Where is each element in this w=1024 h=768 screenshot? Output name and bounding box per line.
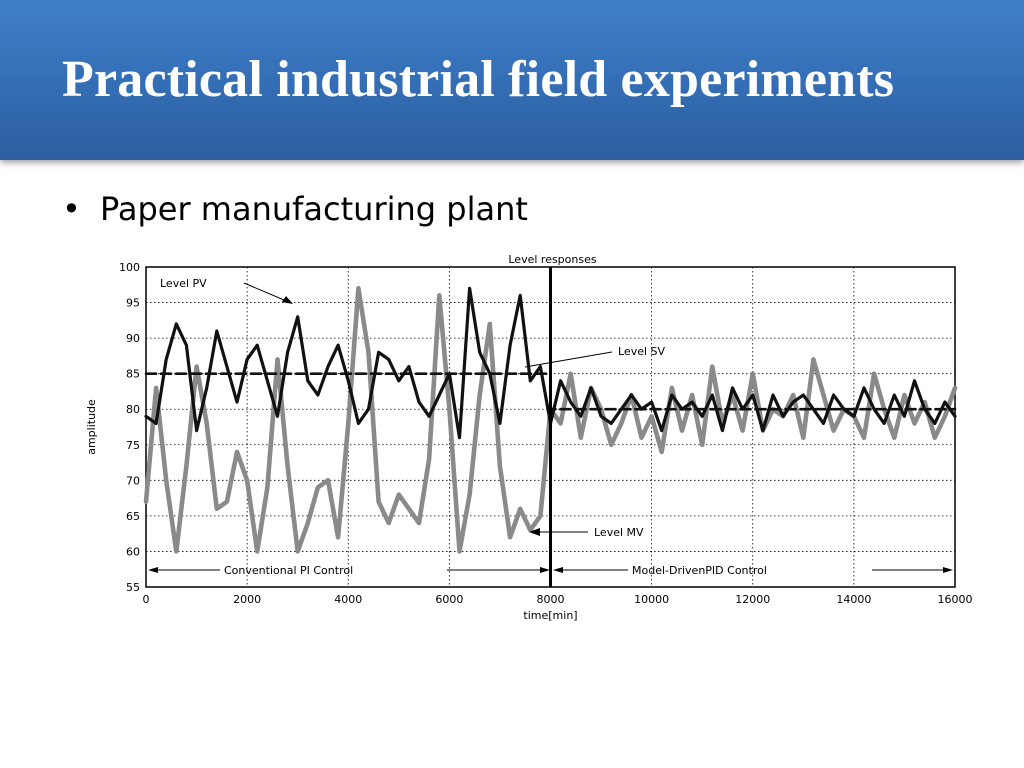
y-axis-label: amplitude — [85, 399, 98, 455]
x-tick-label: 12000 — [735, 593, 770, 606]
x-tick-label: 16000 — [938, 593, 973, 606]
annotation-model-driven-pid: Model-DrivenPID Control — [632, 564, 767, 577]
x-tick-label: 2000 — [233, 593, 261, 606]
x-tick-label: 10000 — [634, 593, 669, 606]
bullet-symbol: • — [62, 190, 81, 228]
annotation-level-sv: Level SV — [618, 345, 666, 358]
x-tick-label: 14000 — [836, 593, 871, 606]
y-tick-label: 80 — [126, 403, 140, 416]
sv-pointer-line — [524, 351, 613, 368]
slide-title: Practical industrial field experiments — [62, 51, 895, 108]
pid-region-arrowhead-left — [553, 567, 563, 573]
x-tick-label: 8000 — [537, 593, 565, 606]
chart-title: Level responses — [508, 253, 596, 266]
annotation-conventional-pi: Conventional PI Control — [224, 564, 353, 577]
y-tick-label: 55 — [126, 581, 140, 594]
bullet-text: Paper manufacturing plant — [100, 190, 528, 228]
x-axis-label: time[min] — [523, 609, 577, 622]
y-tick-label: 95 — [126, 297, 140, 310]
mv-pointer-arrowhead — [529, 528, 540, 536]
pv-pointer-line — [243, 282, 292, 304]
annotation-level-mv: Level MV — [594, 526, 644, 539]
pv-pointer-arrowhead — [282, 296, 293, 304]
x-tick-label: 4000 — [334, 593, 362, 606]
y-tick-label: 85 — [126, 368, 140, 381]
y-tick-label: 90 — [126, 332, 140, 345]
y-tick-label: 75 — [126, 439, 140, 452]
pid-region-arrowhead-right — [943, 567, 953, 573]
annotation-level-pv: Level PV — [160, 277, 207, 290]
y-tick-label: 100 — [119, 261, 140, 274]
y-tick-label: 65 — [126, 510, 140, 523]
bullet-item: • Paper manufacturing plant — [62, 190, 528, 228]
y-tick-label: 60 — [126, 545, 140, 558]
x-tick-label: 0 — [143, 593, 150, 606]
y-tick-label: 70 — [126, 474, 140, 487]
x-tick-label: 6000 — [435, 593, 463, 606]
pi-region-arrowhead-right — [540, 567, 550, 573]
title-bar: Practical industrial field experiments — [0, 0, 1024, 160]
pi-region-arrowhead-left — [148, 567, 158, 573]
